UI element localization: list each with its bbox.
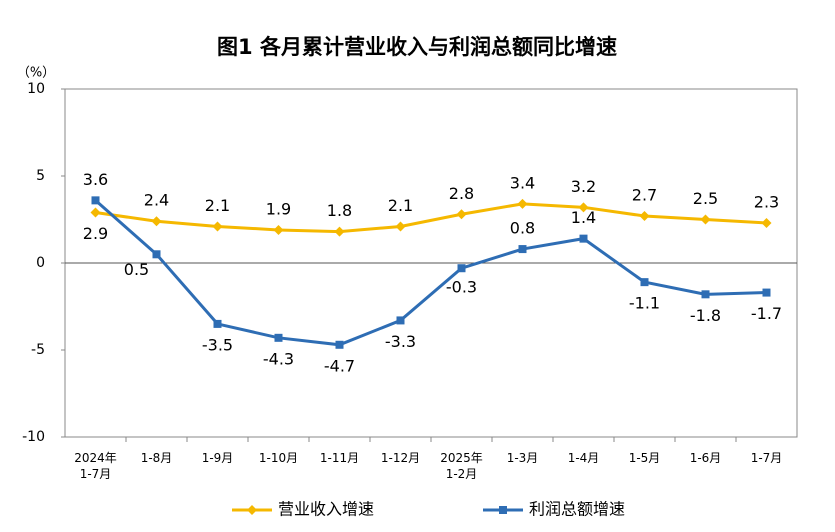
x-tick-label: 1-6月: [689, 451, 722, 465]
point: [395, 221, 406, 232]
value-label: 2.4: [144, 191, 169, 210]
point: [457, 264, 466, 273]
x-tick-label: 1-8月: [140, 451, 173, 465]
point: [456, 209, 467, 220]
series-line: [95, 202, 767, 234]
x-tick-label: 1-4月: [567, 451, 600, 465]
x-tick-label: 1-7月: [750, 451, 783, 465]
x-tick-label: 1-11月: [319, 451, 360, 465]
value-label: -1.8: [690, 306, 721, 325]
value-label: 3.2: [571, 177, 596, 196]
legend-marker: [499, 506, 507, 514]
point: [700, 214, 711, 225]
point: [334, 226, 345, 237]
value-label: -0.3: [446, 278, 477, 297]
x-tick-label: 1-12月: [380, 451, 421, 465]
value-label: -3.3: [385, 332, 416, 351]
value-label: 1.9: [266, 199, 291, 218]
y-tick-label: -5: [31, 342, 45, 358]
y-tick-label: -10: [22, 429, 45, 445]
value-label: 2.1: [388, 196, 413, 215]
point: [212, 221, 223, 232]
value-label: 2.1: [205, 196, 230, 215]
value-label: 0.8: [510, 219, 535, 238]
point: [396, 316, 405, 325]
series-line: [94, 199, 767, 347]
value-label: 0.5: [124, 260, 149, 279]
value-label: 2.7: [632, 186, 657, 205]
legend-label: 营业收入增速: [278, 500, 374, 519]
x-tick-label: 1-9月: [201, 451, 234, 465]
point: [273, 224, 284, 235]
point: [335, 340, 344, 349]
y-tick-label: 10: [27, 81, 45, 97]
legend-marker: [247, 505, 257, 515]
x-tick-label: 1-10月: [258, 451, 299, 465]
value-label: 1.8: [327, 201, 352, 220]
point: [274, 333, 283, 342]
value-label: 2.3: [754, 192, 779, 211]
value-label: 2.8: [449, 184, 474, 203]
chart-title: 图1 各月累计营业收入与利润总额同比增速: [217, 35, 617, 59]
value-label: 3.4: [510, 173, 535, 192]
point: [762, 288, 771, 297]
point: [579, 234, 588, 243]
value-label: -3.5: [202, 335, 233, 354]
value-label: 2.5: [693, 189, 718, 208]
x-tick-label: 1-3月: [506, 451, 539, 465]
point: [518, 245, 527, 254]
x-tick-label: 1-5月: [628, 451, 661, 465]
value-label: 1.4: [571, 208, 596, 227]
point: [639, 211, 650, 222]
value-label: -1.1: [629, 294, 660, 313]
point: [640, 278, 649, 287]
y-tick-label: 5: [36, 168, 45, 184]
point: [91, 196, 100, 205]
point: [578, 202, 589, 213]
point: [90, 207, 101, 218]
point: [152, 250, 161, 259]
y-tick-label: 0: [36, 255, 45, 271]
value-label: -4.7: [324, 356, 355, 375]
point: [701, 290, 710, 299]
unit-label: （%）: [17, 66, 55, 81]
legend-label: 利润总额增速: [529, 500, 625, 519]
value-label: -4.3: [263, 349, 294, 368]
x-tick-label: 2024年 1-7月: [74, 451, 117, 481]
x-tick-label: 2025年 1-2月: [440, 451, 483, 481]
point: [517, 198, 528, 209]
point: [213, 319, 222, 328]
value-label: -1.7: [751, 304, 782, 323]
value-label: 2.9: [83, 224, 108, 243]
point: [151, 216, 162, 227]
value-label: 3.6: [83, 170, 108, 189]
point: [761, 217, 772, 228]
